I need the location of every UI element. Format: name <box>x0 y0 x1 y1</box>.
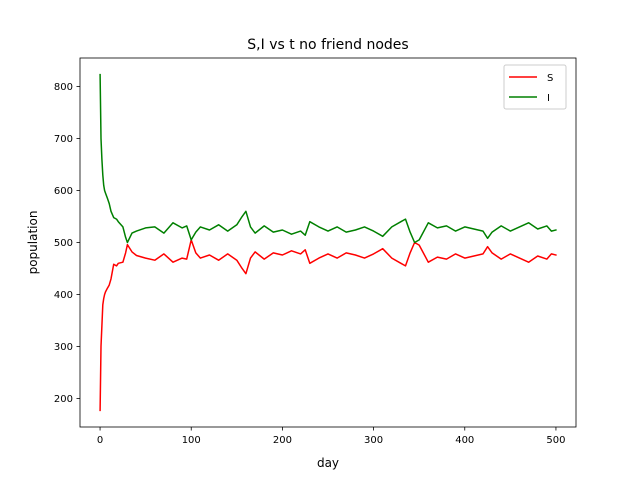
x-tick-label: 200 <box>273 435 292 446</box>
y-tick-label: 700 <box>54 134 73 145</box>
x-tick-label: 100 <box>182 435 201 446</box>
legend-label-i: I <box>547 93 550 104</box>
x-tick-label: 400 <box>455 435 474 446</box>
x-tick-label: 0 <box>97 435 103 446</box>
y-tick-label: 300 <box>54 342 73 353</box>
series-line-i <box>99 73 557 244</box>
y-tick-label: 200 <box>54 394 73 405</box>
y-tick-label: 600 <box>54 186 73 197</box>
legend-label-s: S <box>547 73 553 84</box>
x-tick-label: 500 <box>546 435 565 446</box>
y-tick-label: 400 <box>54 290 73 301</box>
x-tick-label: 300 <box>364 435 383 446</box>
plot-frame <box>79 57 577 428</box>
series-line-s <box>99 239 557 412</box>
y-tick-label: 500 <box>54 238 73 249</box>
x-axis-label: day <box>317 456 339 470</box>
y-axis-label: population <box>26 211 40 275</box>
legend-box <box>503 64 567 110</box>
chart-title: S,I vs t no friend nodes <box>247 37 408 53</box>
y-tick-label: 800 <box>54 82 73 93</box>
